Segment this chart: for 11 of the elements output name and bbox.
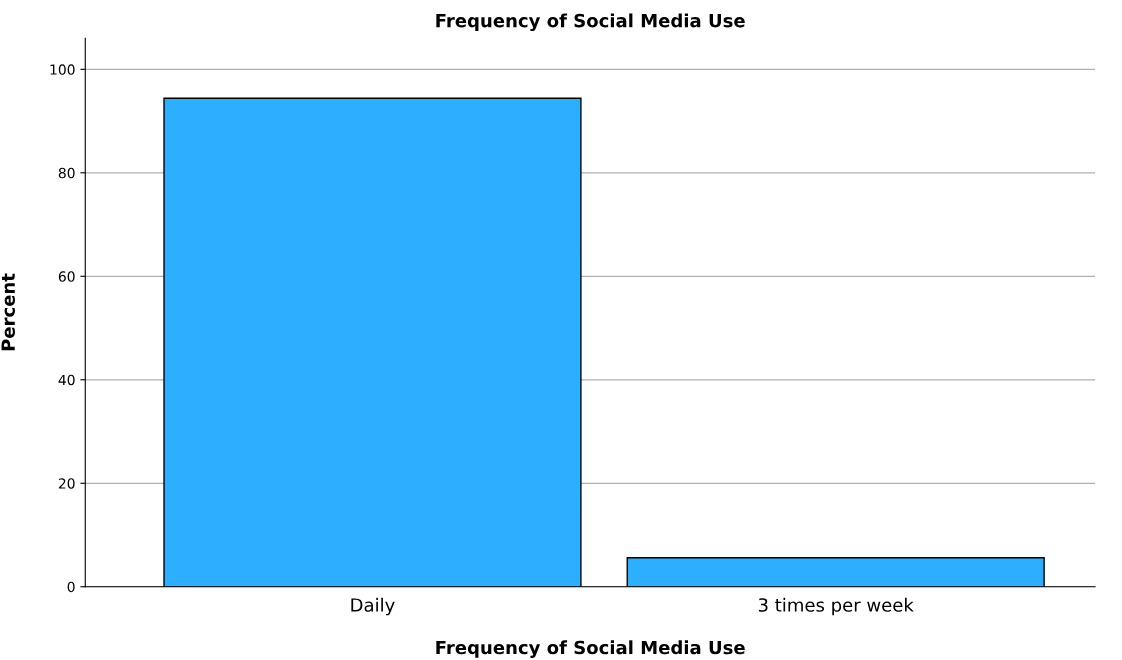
y-axis-title: Percent: [1, 273, 15, 351]
y-tick-label: 100: [50, 64, 75, 75]
y-tick-label: 40: [58, 374, 75, 386]
y-tick-label: 20: [58, 478, 75, 489]
x-axis-title: Frequency of Social Media Use: [436, 640, 745, 658]
chart-title: Frequency of Social Media Use: [436, 13, 745, 32]
y-tick-label: 60: [58, 271, 75, 282]
x-tick-label: Daily: [351, 597, 395, 616]
y-tick-label: 80: [58, 167, 75, 179]
y-tick-label: 0: [67, 581, 75, 593]
x-tick-label: 3 times per week: [758, 597, 914, 616]
